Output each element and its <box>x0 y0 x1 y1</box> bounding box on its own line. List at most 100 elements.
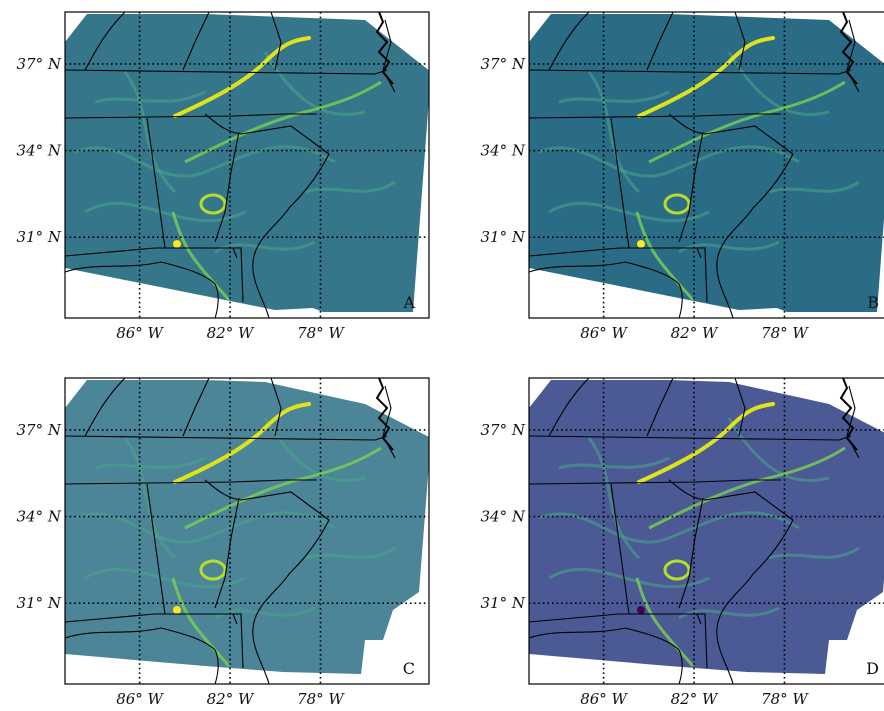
y-tick-label: 37° N <box>481 421 526 439</box>
panel-label: B <box>867 293 879 312</box>
x-tick-label: 82° W <box>671 324 719 342</box>
panel-label: C <box>403 659 415 678</box>
field-streak <box>123 437 177 560</box>
field-streak <box>84 567 246 589</box>
axes-frame <box>528 11 884 319</box>
bright-band <box>173 36 311 118</box>
x-tick-label: 86° W <box>116 690 164 708</box>
field-streak <box>123 71 177 194</box>
data-swath <box>65 380 429 674</box>
bright-band <box>648 80 846 164</box>
map-boundary <box>84 12 126 71</box>
y-tick-label: 34° N <box>17 508 62 526</box>
x-tick-label: 86° W <box>580 690 628 708</box>
y-tick-label: 37° N <box>17 55 62 73</box>
map-boundary <box>65 613 244 669</box>
map-boundary <box>529 613 708 669</box>
map-boundary <box>65 247 244 303</box>
y-tick-label: 37° N <box>481 55 526 73</box>
map-boundary <box>529 247 708 303</box>
bright-band <box>171 577 231 667</box>
bright-band <box>637 36 775 118</box>
field-streak <box>538 145 800 178</box>
axes-frame <box>528 377 884 685</box>
hotspot <box>637 240 645 248</box>
x-tick-label: 82° W <box>671 690 719 708</box>
panel-a: 86° W 82° W 78° W 37° N 34° N 31° N A <box>17 11 430 342</box>
y-tick-label: 31° N <box>481 594 526 612</box>
bright-band <box>173 402 311 484</box>
y-tick-label: 34° N <box>17 142 62 160</box>
map-boundary <box>270 12 282 71</box>
field-streak <box>768 546 860 560</box>
map-boundary <box>668 479 794 521</box>
map-boundary <box>84 378 126 437</box>
field-streak <box>678 240 780 254</box>
field-streak <box>214 240 316 254</box>
map-boundary <box>846 19 860 93</box>
map-boundary <box>204 479 330 521</box>
axes-frame <box>64 377 430 685</box>
axes-frame <box>64 11 430 319</box>
data-swath <box>65 14 429 312</box>
field-streak <box>74 511 336 544</box>
bright-band <box>184 446 382 530</box>
map-boundary <box>270 378 282 437</box>
map-boundary <box>182 378 210 437</box>
field-streak <box>548 201 710 223</box>
map-boundary <box>734 378 746 437</box>
coastline <box>375 378 394 451</box>
hotspot <box>637 606 645 614</box>
x-tick-label: 86° W <box>580 324 628 342</box>
y-tick-label: 31° N <box>17 594 62 612</box>
field-streak <box>558 90 670 104</box>
bright-band <box>648 446 846 530</box>
ring-feature <box>663 559 691 581</box>
map-boundary <box>65 113 317 119</box>
x-tick-label: 82° W <box>207 690 255 708</box>
field-streak <box>538 511 800 544</box>
panel-b: 86° W 82° W 78° W 37° N 34° N 31° N B <box>481 11 884 342</box>
map-boundary <box>646 12 674 71</box>
map-boundary <box>252 519 330 684</box>
map-boundary <box>529 627 683 684</box>
map-boundary <box>678 497 704 609</box>
bright-band <box>635 577 695 667</box>
panel-label: A <box>402 293 415 312</box>
data-swath <box>529 14 884 312</box>
field-streak <box>304 180 396 194</box>
field-streak <box>304 546 396 560</box>
hotspot <box>173 606 181 614</box>
coastline <box>375 12 394 85</box>
map-boundary <box>529 479 781 485</box>
field-streak <box>74 145 336 178</box>
y-tick-label: 31° N <box>481 228 526 246</box>
map-boundary <box>548 12 590 71</box>
map-boundary <box>678 131 704 243</box>
panel-label: D <box>866 659 879 678</box>
field-streak <box>94 90 206 104</box>
y-tick-label: 37° N <box>17 421 62 439</box>
map-boundary <box>382 19 396 93</box>
hotspot <box>173 240 181 248</box>
x-tick-label: 78° W <box>761 690 809 708</box>
field-streak <box>678 606 780 620</box>
field-streak <box>84 201 246 223</box>
field-streak <box>587 437 641 560</box>
map-boundary <box>734 12 746 71</box>
field-streak <box>558 456 670 470</box>
map-boundary <box>668 113 794 155</box>
panel-c: 86° W 82° W 78° W 37° N 34° N 31° N C <box>17 377 430 708</box>
ring-feature <box>199 193 227 215</box>
map-boundary <box>716 153 794 318</box>
coastline <box>839 12 858 85</box>
map-boundary <box>846 385 860 459</box>
map-boundary <box>646 378 674 437</box>
field-streak <box>587 71 641 194</box>
x-tick-label: 78° W <box>297 324 345 342</box>
bright-band <box>637 402 775 484</box>
map-boundary <box>382 385 396 459</box>
bright-band <box>635 211 695 301</box>
field-streak <box>94 456 206 470</box>
